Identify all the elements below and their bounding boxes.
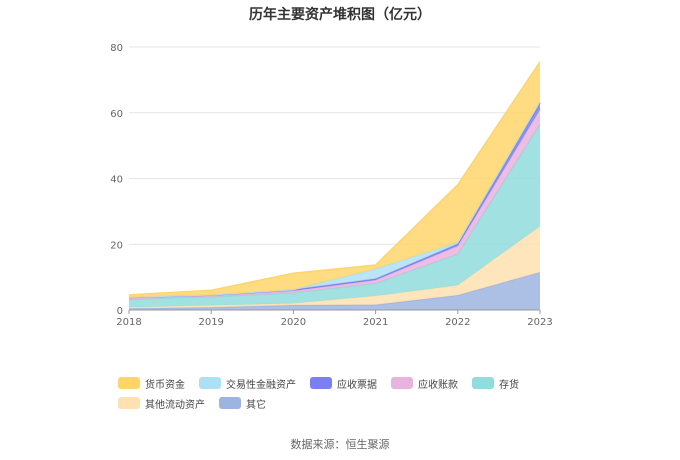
y-tick-label: 60: [110, 109, 123, 120]
data-source: 数据来源：恒生聚源: [0, 436, 680, 452]
legend-item[interactable]: 其它: [219, 396, 266, 411]
y-tick-label: 0: [117, 306, 123, 317]
source-value: 恒生聚源: [345, 438, 390, 451]
x-tick-label: 2022: [445, 317, 470, 328]
legend-item[interactable]: 应收票据: [310, 376, 377, 391]
legend-item[interactable]: 货币资金: [118, 376, 185, 391]
legend-swatch: [310, 377, 332, 389]
area-series: [129, 272, 540, 310]
x-tick-label: 2018: [116, 317, 141, 328]
legend-item[interactable]: 其他流动资产: [118, 396, 205, 411]
legend-swatch: [118, 377, 140, 389]
x-tick-label: 2021: [363, 317, 388, 328]
legend-item[interactable]: 交易性金融资产: [199, 376, 296, 391]
legend-label: 交易性金融资产: [226, 379, 296, 391]
legend-swatch: [472, 377, 494, 389]
legend-label: 应收账款: [418, 379, 458, 391]
legend-label: 货币资金: [145, 379, 185, 391]
y-tick-label: 20: [110, 240, 123, 251]
y-tick-label: 80: [110, 43, 123, 54]
legend-label: 其他流动资产: [145, 399, 205, 411]
legend-swatch: [118, 397, 140, 409]
x-tick-label: 2020: [281, 317, 306, 328]
area-series: [129, 61, 540, 298]
source-label: 数据来源：: [290, 438, 346, 451]
legend-label: 应收票据: [337, 379, 377, 391]
x-tick-label: 2019: [198, 317, 223, 328]
legend-swatch: [219, 397, 241, 409]
legend-item[interactable]: 应收账款: [391, 376, 458, 391]
legend-label: 其它: [246, 399, 266, 411]
legend-item[interactable]: 存货: [472, 376, 519, 391]
x-tick-label: 2023: [527, 317, 552, 328]
chart-title: 历年主要资产堆积图（亿元）: [249, 7, 431, 23]
legend-label: 存货: [499, 379, 519, 391]
legend-swatch: [391, 377, 413, 389]
y-tick-label: 40: [110, 175, 123, 186]
chart-legend: 货币资金 交易性金融资产 应收票据 应收账款 存货其他流动资产 其它: [118, 376, 588, 411]
legend-swatch: [199, 377, 221, 389]
series-line: [128, 61, 541, 296]
